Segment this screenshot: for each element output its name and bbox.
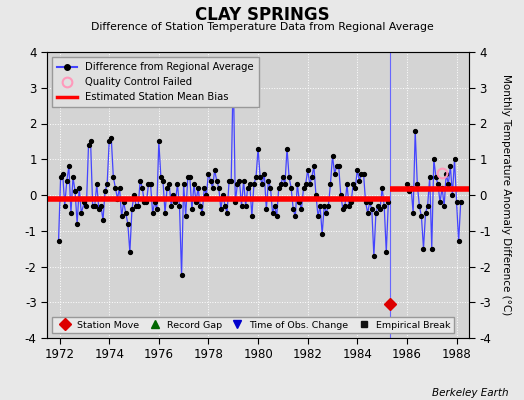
- Legend: Station Move, Record Gap, Time of Obs. Change, Empirical Break: Station Move, Record Gap, Time of Obs. C…: [52, 317, 454, 333]
- Text: Difference of Station Temperature Data from Regional Average: Difference of Station Temperature Data f…: [91, 22, 433, 32]
- Text: CLAY SPRINGS: CLAY SPRINGS: [195, 6, 329, 24]
- Text: Berkeley Earth: Berkeley Earth: [432, 388, 508, 398]
- Y-axis label: Monthly Temperature Anomaly Difference (°C): Monthly Temperature Anomaly Difference (…: [501, 74, 511, 316]
